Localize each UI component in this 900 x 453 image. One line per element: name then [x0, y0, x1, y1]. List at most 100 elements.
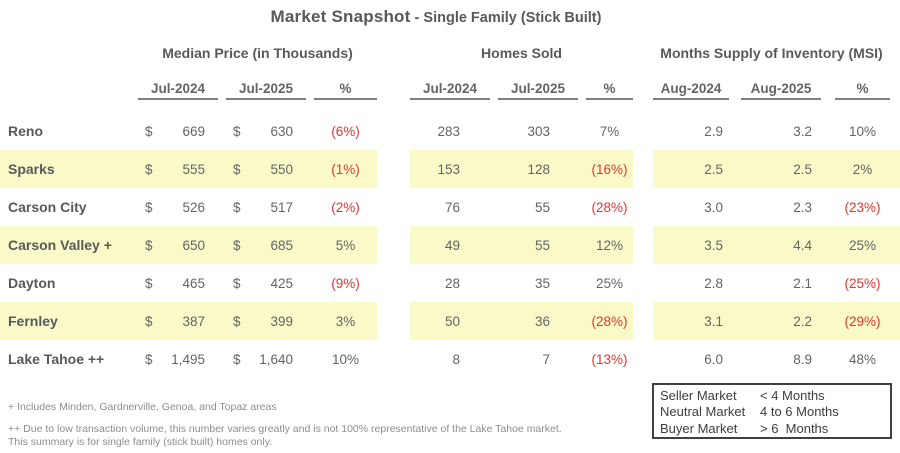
- table-row-carson-valley: Carson Valley + $650 $685 5% 49 55 12% 3…: [0, 226, 900, 264]
- hs-2024: 28: [444, 275, 460, 291]
- page-title: Market Snapshot - Single Family (Stick B…: [0, 0, 872, 31]
- column-header-row: Jul-2024 Jul-2025 % Jul-2024 Jul-2025 % …: [0, 67, 900, 100]
- legend-row-seller: Seller Market < 4 Months: [660, 387, 884, 404]
- msi-2025: 8.9: [793, 351, 812, 367]
- hs-pct: (13%): [591, 351, 628, 367]
- footnote-lake-tahoe: ++ Due to low transaction volume, this n…: [8, 423, 562, 435]
- msi-2025: 4.4: [793, 237, 812, 253]
- mp-pct: (1%): [331, 161, 360, 177]
- hs-2024: 153: [437, 161, 460, 177]
- table-row-fernley: Fernley $387 $399 3% 50 36 (28%) 3.1 2.2…: [0, 302, 900, 340]
- hs-2025: 35: [534, 275, 550, 291]
- msi-2025: 2.5: [793, 161, 812, 177]
- row-label: Dayton: [8, 275, 56, 291]
- hs-2025: 7: [542, 351, 550, 367]
- dollar-sign: $: [145, 199, 153, 215]
- col-header-msi-pct: %: [835, 81, 890, 100]
- table-row-sparks: Sparks $555 $550 (1%) 153 128 (16%) 2.5 …: [0, 150, 900, 188]
- legend-label: Neutral Market: [660, 404, 746, 420]
- mp-pct: 5%: [335, 237, 356, 253]
- msi-pct: 48%: [848, 351, 877, 367]
- hs-pct: (28%): [591, 313, 628, 329]
- col-header-hs-jul2024: Jul-2024: [410, 81, 490, 100]
- msi-2024: 2.8: [704, 275, 723, 291]
- market-type-legend: Seller Market < 4 Months Neutral Market …: [652, 383, 892, 439]
- msi-pct: 25%: [848, 237, 877, 253]
- mp-pct: 3%: [335, 313, 356, 329]
- mp-2025: $685: [233, 237, 293, 253]
- hs-2025: 55: [534, 237, 550, 253]
- msi-2024: 6.0: [704, 351, 723, 367]
- legend-label: Seller Market: [660, 387, 737, 403]
- mp-2024: $650: [145, 237, 205, 253]
- hs-2025: 128: [527, 161, 550, 177]
- col-header-hs-jul2025: Jul-2025: [498, 81, 578, 100]
- dollar-sign: $: [233, 313, 241, 329]
- hs-pct: (16%): [591, 161, 628, 177]
- mp-2024: $1,495: [145, 351, 205, 367]
- mp-2025: $630: [233, 123, 293, 139]
- market-table: Median Price (in Thousands) Homes Sold M…: [0, 45, 900, 378]
- table-body: Reno $669 $630 (6%) 283 303 7% 2.9 3.2 1…: [0, 112, 900, 378]
- mp-pct: (6%): [331, 123, 360, 139]
- mp-2024: $526: [145, 199, 205, 215]
- msi-pct: (25%): [844, 275, 881, 291]
- footnote-areas: + Includes Minden, Gardnerville, Genoa, …: [8, 401, 277, 413]
- msi-pct: (29%): [844, 313, 881, 329]
- col-header-mp-pct: %: [314, 81, 377, 100]
- mp-2025: $550: [233, 161, 293, 177]
- row-label: Reno: [8, 123, 43, 139]
- dollar-sign: $: [145, 237, 153, 253]
- hs-pct: 7%: [599, 123, 620, 139]
- dollar-sign: $: [233, 351, 241, 367]
- mp-2024: $555: [145, 161, 205, 177]
- col-header-msi-aug2024: Aug-2024: [653, 81, 729, 100]
- msi-2025: 2.3: [793, 199, 812, 215]
- dollar-sign: $: [233, 275, 241, 291]
- legend-value: > 6 Months: [760, 420, 829, 436]
- col-header-mp-jul2024: Jul-2024: [138, 81, 218, 100]
- dollar-sign: $: [233, 199, 241, 215]
- col-header-mp-jul2025: Jul-2025: [226, 81, 306, 100]
- mp-2024: $387: [145, 313, 205, 329]
- hs-2025: 55: [534, 199, 550, 215]
- mp-pct: (2%): [331, 199, 360, 215]
- dollar-sign: $: [233, 123, 241, 139]
- dollar-sign: $: [233, 237, 241, 253]
- footnotes: + Includes Minden, Gardnerville, Genoa, …: [8, 401, 562, 449]
- hs-2025: 36: [534, 313, 550, 329]
- mp-2025: $399: [233, 313, 293, 329]
- table-row-dayton: Dayton $465 $425 (9%) 28 35 25% 2.8 2.1 …: [0, 264, 900, 302]
- row-label: Carson Valley +: [0, 226, 138, 264]
- group-header-homes-sold: Homes Sold: [481, 45, 562, 61]
- hs-2024: 283: [437, 123, 460, 139]
- mp-2025: $425: [233, 275, 293, 291]
- msi-pct: 2%: [852, 161, 873, 177]
- msi-pct: (23%): [844, 199, 881, 215]
- legend-value: < 4 Months: [760, 387, 825, 403]
- msi-2025: 3.2: [793, 123, 812, 139]
- dollar-sign: $: [145, 161, 153, 177]
- mp-2025: $1,640: [233, 351, 293, 367]
- row-label: Fernley: [0, 302, 138, 340]
- row-label: Lake Tahoe ++: [8, 351, 105, 367]
- table-row-carson-city: Carson City $526 $517 (2%) 76 55 (28%) 3…: [0, 188, 900, 226]
- mp-2024: $669: [145, 123, 205, 139]
- row-label: Sparks: [0, 150, 138, 188]
- mp-2025: $517: [233, 199, 293, 215]
- group-header-median-price: Median Price (in Thousands): [162, 45, 353, 61]
- title-sub: - Single Family (Stick Built): [410, 10, 602, 26]
- legend-row-neutral: Neutral Market 4 to 6 Months: [660, 404, 884, 421]
- msi-2025: 2.1: [793, 275, 812, 291]
- hs-2024: 76: [444, 199, 460, 215]
- table-row-reno: Reno $669 $630 (6%) 283 303 7% 2.9 3.2 1…: [0, 112, 900, 150]
- legend-label: Buyer Market: [660, 420, 738, 436]
- hs-2024: 49: [444, 237, 460, 253]
- hs-2024: 50: [444, 313, 460, 329]
- hs-2024: 8: [452, 351, 460, 367]
- mp-2024: $465: [145, 275, 205, 291]
- dollar-sign: $: [145, 123, 153, 139]
- hs-pct: (28%): [591, 199, 628, 215]
- legend-row-buyer: Buyer Market > 6 Months: [660, 420, 884, 437]
- mp-pct: 10%: [331, 351, 360, 367]
